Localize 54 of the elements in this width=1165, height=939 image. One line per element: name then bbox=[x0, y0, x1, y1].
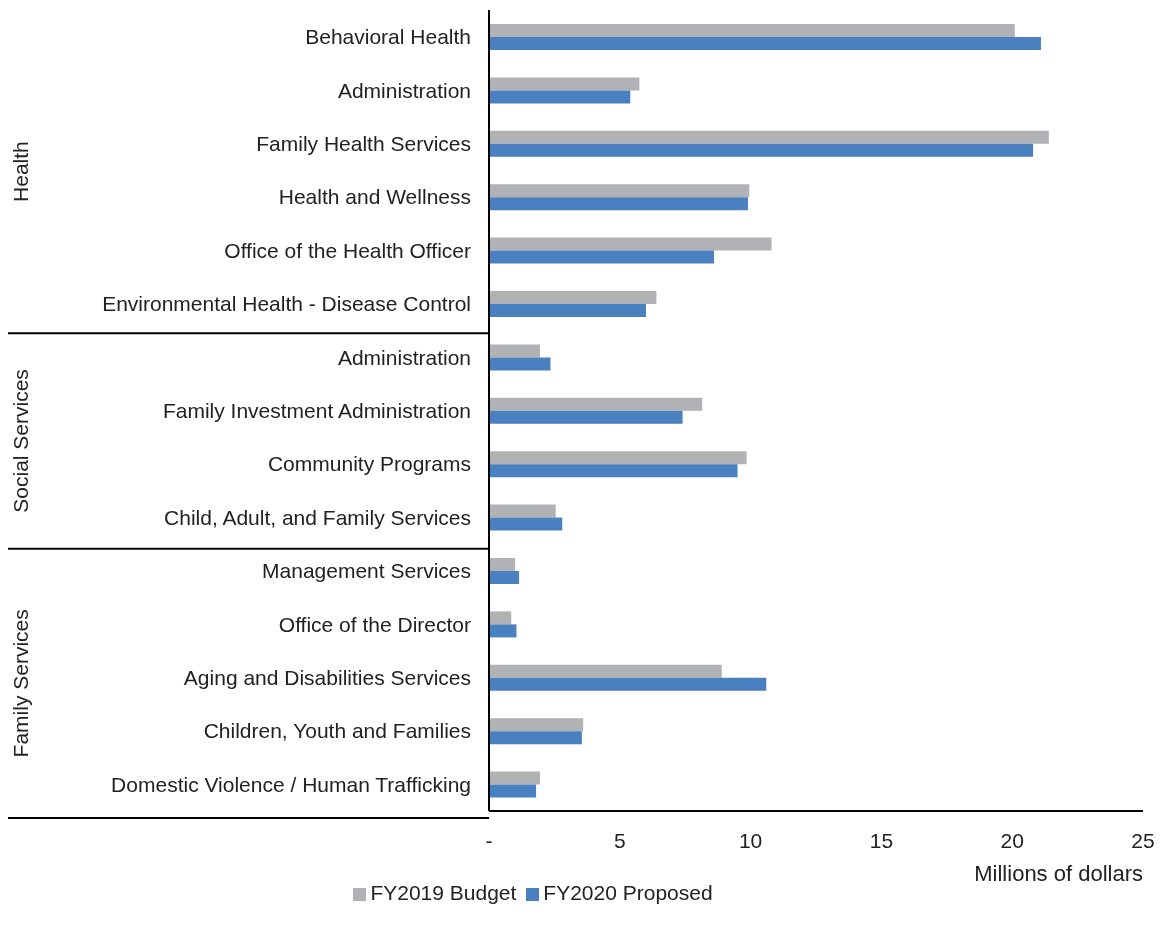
bar bbox=[489, 344, 541, 358]
x-tick-label: 25 bbox=[1131, 828, 1155, 852]
bar bbox=[489, 664, 722, 678]
bar bbox=[489, 291, 657, 304]
bar bbox=[489, 611, 512, 625]
bar bbox=[489, 558, 516, 571]
bar bbox=[489, 504, 556, 518]
y-tick-label: Family Investment Administration bbox=[162, 398, 471, 422]
y-tick-label: Family Health Services bbox=[256, 131, 471, 155]
x-tick-label: 15 bbox=[869, 828, 894, 852]
y-tick-label: Child, Adult, and Family Services bbox=[164, 505, 471, 529]
bar bbox=[489, 517, 563, 531]
legend-label: FY2020 Proposed bbox=[543, 881, 713, 904]
bar bbox=[489, 571, 520, 584]
bar bbox=[489, 184, 750, 198]
bar bbox=[489, 357, 551, 371]
bar bbox=[489, 624, 517, 638]
y-tick-label: Administration bbox=[337, 345, 471, 369]
x-axis-title: Millions of dollars bbox=[974, 861, 1143, 886]
bar bbox=[489, 731, 582, 745]
bar bbox=[489, 410, 683, 424]
bar bbox=[489, 397, 703, 411]
x-tick-label: 20 bbox=[1000, 828, 1024, 852]
legend-label: FY2019 Budget bbox=[370, 881, 517, 904]
bar bbox=[489, 718, 584, 732]
bar bbox=[489, 771, 541, 785]
bar bbox=[489, 304, 646, 317]
y-tick-label: Aging and Disabilities Services bbox=[183, 665, 471, 689]
y-tick-label: Domestic Violence / Human Trafficking bbox=[111, 772, 471, 796]
bar bbox=[489, 37, 1041, 50]
bar bbox=[489, 464, 738, 478]
bar bbox=[489, 677, 767, 691]
bar bbox=[489, 197, 748, 211]
bar bbox=[489, 24, 1015, 37]
bar bbox=[489, 451, 747, 465]
y-tick-label: Management Services bbox=[262, 559, 471, 583]
bar bbox=[489, 237, 772, 251]
x-tick-label: - bbox=[485, 828, 493, 852]
x-tick-label: 5 bbox=[613, 828, 626, 852]
y-tick-label: Office of the Director bbox=[278, 612, 471, 636]
y-tick-label: Administration bbox=[337, 78, 471, 102]
bar bbox=[489, 143, 1034, 157]
y-tick-label: Behavioral Health bbox=[305, 25, 471, 49]
bar bbox=[489, 90, 631, 104]
x-tick-label: 10 bbox=[738, 828, 763, 852]
y-tick-label: Environmental Health - Disease Control bbox=[102, 292, 471, 316]
y-tick-label: Office of the Health Officer bbox=[224, 238, 471, 262]
bar bbox=[489, 77, 640, 91]
bar bbox=[489, 784, 537, 798]
bar bbox=[489, 130, 1049, 144]
bar bbox=[489, 250, 714, 264]
y-tick-label: Health and Wellness bbox=[278, 185, 471, 209]
y-tick-label: Community Programs bbox=[267, 452, 471, 476]
y-tick-label: Children, Youth and Families bbox=[203, 719, 471, 743]
